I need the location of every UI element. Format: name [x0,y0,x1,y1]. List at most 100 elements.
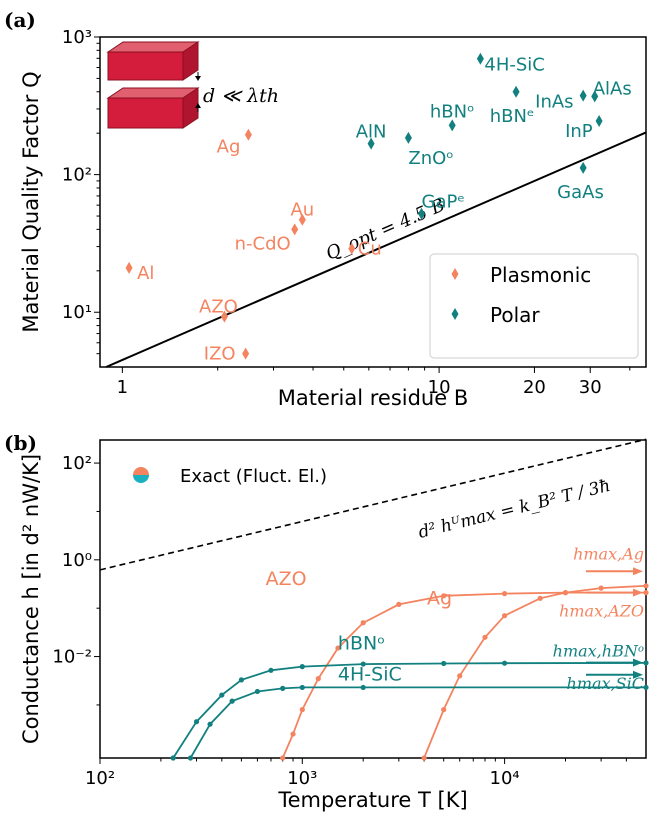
panel-a-legend: Plasmonic Polar [429,253,639,359]
point-inp [595,115,603,128]
series-point [315,676,321,682]
point-label: Ag [217,137,241,158]
series-point [360,620,366,626]
point-label: Al [137,263,154,284]
panel-b-ytick-label: 10⁻² [52,647,92,668]
legend-polar-marker [451,308,459,320]
series-label: 4H-SiC [338,664,402,686]
point-label: hBNᵉ [490,106,535,127]
series-point [360,684,366,691]
series-point [299,664,305,670]
point-label: ZnOᵒ [408,148,453,169]
series-point [562,590,569,596]
series-line-hbn- [172,662,647,759]
point-al [125,261,133,274]
panel-a-ylabel: Material Quality Factor Q [19,71,43,332]
point-n-cdo [291,223,299,236]
series-line-4h-sic [189,686,646,759]
point-hbn- [448,119,456,132]
panel-a-xtick-label: 10 [428,377,451,398]
upper-bound-line [99,438,647,571]
point-label: Cu [358,239,382,260]
series-point [170,755,176,761]
point-gaas [579,161,587,174]
point-label: InP [565,121,593,142]
series-point [280,755,286,761]
point-label: AlN [356,122,387,143]
series-point [441,593,447,599]
point-au [298,213,306,226]
point-inas [579,89,587,102]
series-point [501,660,508,666]
legend-plasmonic-marker [451,268,459,280]
point-gap- [418,207,426,220]
series-point [501,613,508,619]
panel-a-label: (a) [4,8,36,32]
panel-b-xtick-label: 10² [85,768,115,789]
point-aln [367,137,375,150]
panel-b-label: (b) [4,431,37,455]
series-point [482,634,488,640]
point-zno- [404,131,412,144]
point-alas [591,90,599,103]
point-cu [348,242,356,255]
point-label: n-CdO [235,233,291,254]
point-ag [244,128,252,141]
series-point [643,660,649,666]
panel-b-ytick-label: 10⁰ [62,550,92,571]
series-label: AZO [266,568,307,590]
point-label: GaAs [557,182,604,203]
hmax-arrow-head-icon [633,588,643,597]
series-point [229,698,235,704]
point-label: InAs [535,92,573,113]
panel-b-series [170,583,649,761]
panel-a-xtick-label: 1 [117,377,128,398]
point-hbn- [512,85,520,98]
point-label: IZO [204,344,236,365]
point-label: 4H-SiC [484,55,544,76]
series-point [360,661,366,667]
series-label: hBNᵒ [338,632,385,654]
panel-b-ylabel: Conductance h [in d² nW/K] [19,454,43,744]
point-4h-sic [476,52,484,65]
point-izo [242,347,250,360]
panel-b-ticks: 10² 10³ 10⁴ 10⁻² 10⁰ 10² [52,453,627,789]
series-point [299,707,305,713]
hmax-arrow-head-icon [633,567,643,576]
series-point [238,677,245,683]
series-point [254,688,261,695]
panel-b-upper-bound [99,438,647,571]
hmax-label: hmax,hBNᵒ [553,642,644,661]
series-point [193,719,200,725]
point-label: hBNᵒ [430,101,475,122]
series-point [290,731,296,737]
panel-b-xtick-label: 10³ [287,768,317,789]
legend-polar-label: Polar [490,303,540,327]
series-point [457,673,463,679]
series-point [441,660,447,667]
point-label: Au [290,200,314,221]
panel-b-xtick-label: 10⁴ [490,768,520,789]
panel-a-frame [99,36,647,368]
series-point [396,601,402,607]
thin-film-inset-icon: d ≪ λth [106,41,279,129]
point-label: AlAs [593,78,632,99]
series-point [421,755,427,761]
hmax-label: hmax,SiC [567,674,644,693]
series-point [187,755,194,761]
panel-b-series-labels: AZO Ag hBNᵒ 4H-SiC [266,568,452,685]
hmax-arrow-head-icon [633,670,643,679]
panel-a-points [125,52,603,360]
series-label: Ag [427,587,452,609]
panel-a-ytick-label: 10³ [62,27,92,48]
point-label: GaPᵉ [422,192,465,213]
series-point [501,591,508,597]
legend-plasmonic-label: Plasmonic [490,263,591,287]
series-point [280,685,286,691]
series-point [268,667,274,673]
panel-a-xtick-label: 20 [523,377,546,398]
legend-exact-marker-top [133,467,149,475]
panel-a-ytick-label: 10² [62,165,92,186]
